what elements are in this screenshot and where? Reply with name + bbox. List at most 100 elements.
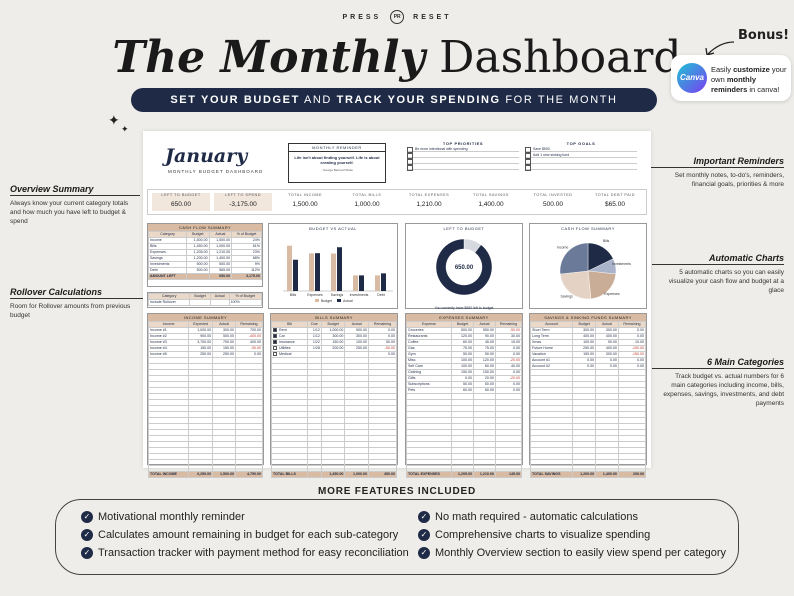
bar-tick-label: Expenses [307,293,323,297]
bar-budget-bills [287,245,292,291]
pie-label: Savings [560,294,573,298]
cell-text: 200.00 [332,346,344,351]
cell-text: 112% [251,268,260,273]
total-cell: AMOUNT LEFT [147,273,188,280]
cell-text: 50.00 [484,382,494,387]
feature-item: Comprehensive charts to visualize spendi… [418,529,650,542]
bar-budget-savings [331,253,336,291]
cell-text: Restaurants [408,334,428,339]
row-checkbox[interactable] [273,340,277,345]
goal-row[interactable]: Save $500 [525,146,637,153]
title-italic: The Monthly [112,32,426,83]
priority-row[interactable] [407,152,519,159]
cell-text: -150.00 [631,346,644,351]
row-checkbox[interactable] [273,352,277,357]
cell-text: 9% [254,262,260,267]
cell-text: Gas [408,346,415,351]
cell-text: 60.00 [484,364,494,369]
brand-header: PRESS PR RESET [0,10,794,24]
cell-text: 500.00 [461,328,472,333]
priority-row[interactable] [407,164,519,171]
stat-2: TOTAL INCOME 1,500.00 [276,193,334,208]
cell-text: 500.00 [219,262,231,267]
cell-text: -20.00 [509,358,520,363]
bar-budget-debt [375,275,380,291]
cell-text: Gifts [408,376,416,381]
budget-vs-actual-chart: BUDGET VS ACTUAL Bills Expenses Savings Inv… [268,223,398,309]
goal-row[interactable] [525,158,637,165]
total-cell: 4,750.00 [234,471,264,478]
canva-text: Easily customize your own monthly remind… [711,65,787,94]
cell-text: -50.00 [384,346,395,351]
table-header-row: Category Budget Actual% of Budget [147,293,263,300]
cell-text: 0.00 [587,364,595,369]
total-cell [186,273,210,280]
cell-text: 150.00 [200,346,212,351]
cell-text: 100.00 [461,358,472,363]
goal-row[interactable]: Add 1 new sinking fund [525,152,637,159]
cell-text: 50.00 [484,352,494,357]
row-checkbox[interactable] [273,346,277,351]
monthly-reminder[interactable]: MONTHLY REMINDER Life isn't about findin… [288,143,386,183]
cell-text: 1,000.00 [216,244,231,249]
cell-text: 500.00 [196,262,208,267]
total-cell: 1,450.00 [320,471,346,478]
total-cell: 650.00 [208,273,233,280]
cell-text: Misc. [408,358,417,363]
pie-slice-expenses [587,270,617,300]
priority-row[interactable]: Be more intentional with spending [407,146,519,153]
cell-text: Clothing [408,370,422,375]
cell-text: 700.00 [250,328,261,333]
cell-text: 1,000.00 [197,328,212,333]
stat-0: LEFT TO BUDGET 650.00 [152,193,210,211]
priority-row[interactable] [407,158,519,165]
total-row: AMOUNT LEFT 650.00 3,175.00 [147,273,262,280]
cell-text: 1,000.00 [329,328,344,333]
savings-summary: SAVINGS & SINKING FUNDS SUMMARY Account B… [529,313,647,478]
cell-text: 300.00 [355,334,367,339]
cell-text: 60.00 [484,388,494,393]
cell-text: 1,400.00 [216,256,231,261]
banner-part: FOR THE MONTH [500,94,618,106]
table-cell: 100% [228,299,263,306]
stat-value: 1,000.00 [354,201,380,208]
total-cell: 145.00 [494,471,523,478]
stat-6: TOTAL INVESTED 500.00 [524,193,582,208]
cell-text: 100.00 [583,340,595,345]
bar-actual-investments [359,275,364,291]
cell-text: 150.00 [482,370,494,375]
table-cell [209,299,230,306]
cell-text: 1/12 [312,328,320,333]
cell-text: 0.00 [587,358,595,363]
pie-label: Bills [603,239,610,243]
cell-text: 75.00 [484,346,494,351]
pie-slice-savings [559,270,592,300]
bar-actual-expenses [315,253,320,291]
bonus-label: Bonus! [738,28,790,43]
total-cell: 1,205.00 [451,471,474,478]
cell-text: Insurance [279,340,295,345]
cell-text: Savings [150,256,163,261]
page-title: The Monthly Dashboard [0,32,794,84]
pie-label: Expenses [604,292,620,296]
cell-text: Vacation [532,352,546,357]
feature-item: Monthly Overview section to easily view … [418,547,726,560]
stat-value: 500.00 [543,201,563,208]
stat-value: 650.00 [171,201,191,208]
donut-chart-svg: 650.00 [435,238,493,296]
cell-text: 100.00 [355,340,367,345]
row-checkbox[interactable] [273,328,277,333]
stat-label: TOTAL INCOME [288,193,322,197]
cell-text: Rent [279,328,287,333]
cell-text: 250.00 [583,346,595,351]
cell-text: 100.00 [461,364,472,369]
stat-label: TOTAL EXPENSES [408,193,450,197]
features-heading: MORE FEATURES INCLUDED [318,486,476,497]
goal-row[interactable] [525,164,637,171]
cell-text: 150.00 [222,346,234,351]
pie-slice-income [559,242,589,275]
cell-text: 90.00 [607,340,617,345]
stat-label: LEFT TO BUDGET [161,193,201,197]
row-checkbox[interactable] [273,334,277,339]
total-cell: 1,500.00 [212,471,236,478]
